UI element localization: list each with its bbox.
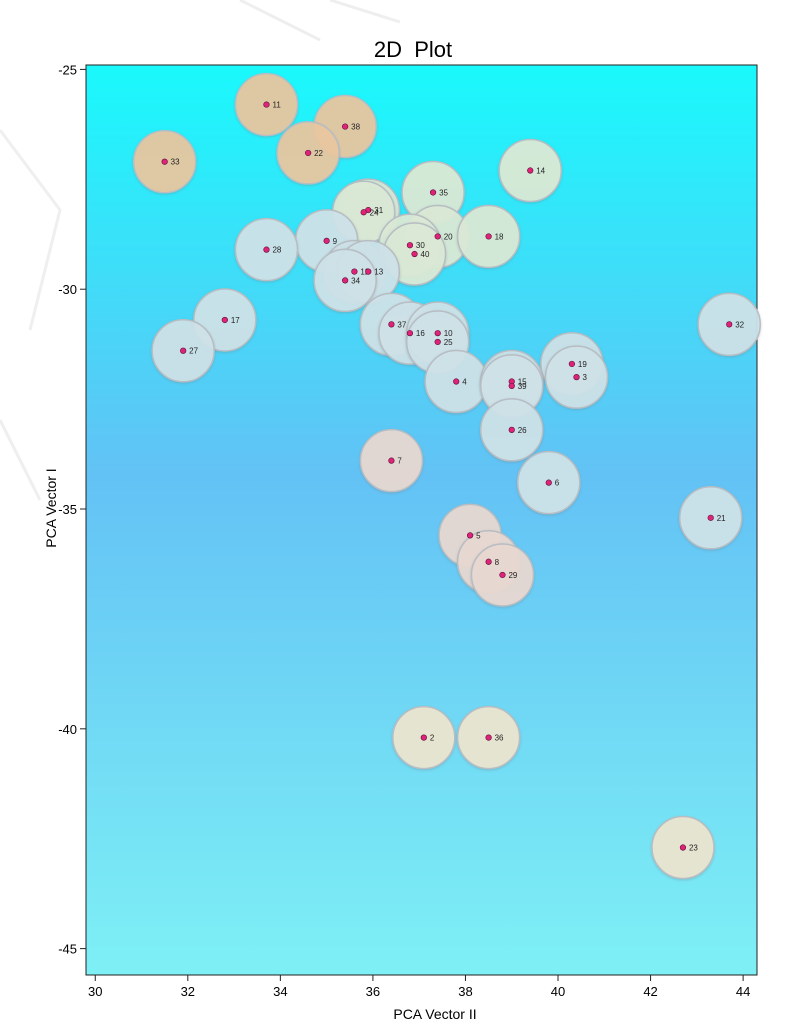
data-point[interactable] [434, 233, 441, 240]
data-point[interactable] [263, 246, 270, 253]
data-point[interactable] [485, 558, 492, 565]
data-point[interactable] [406, 242, 414, 249]
data-point-label: 8 [495, 558, 500, 567]
data-point[interactable] [545, 479, 552, 486]
data-point-label: 23 [689, 844, 698, 853]
data-point[interactable] [466, 532, 474, 539]
data-point-label: 14 [536, 167, 545, 176]
y-axis-label: PCA Vector I [43, 468, 59, 547]
data-point[interactable] [180, 347, 187, 354]
data-point-label: 28 [272, 246, 281, 255]
chart-title: 2D Plot [374, 37, 452, 62]
data-point-label: 4 [462, 378, 467, 387]
x-tick-label: 42 [643, 984, 657, 999]
data-point-label: 37 [397, 320, 406, 329]
data-point-label: 27 [189, 347, 198, 356]
data-point-label: 9 [333, 237, 338, 246]
x-tick-label: 34 [273, 984, 287, 999]
y-tick-label: -25 [58, 62, 77, 77]
x-tick-label: 36 [366, 984, 380, 999]
data-point-label: 25 [444, 338, 453, 347]
data-point[interactable] [707, 514, 714, 521]
data-point[interactable] [365, 268, 372, 275]
data-point-label: 11 [272, 101, 281, 110]
data-point-label: 20 [444, 232, 453, 241]
data-point[interactable] [221, 316, 228, 324]
data-point-label: 3 [583, 373, 588, 382]
data-point-label: 7 [397, 457, 402, 466]
data-point-label: 19 [578, 360, 587, 369]
data-point-label: 26 [518, 426, 527, 435]
data-point-label: 40 [421, 250, 430, 259]
x-tick-label: 44 [736, 984, 750, 999]
data-point[interactable] [323, 237, 330, 244]
data-point-label: 13 [374, 268, 383, 277]
data-point-label: 38 [351, 123, 360, 132]
data-point-label: 16 [416, 329, 425, 338]
data-point-label: 33 [171, 158, 180, 167]
data-point[interactable] [342, 123, 349, 130]
data-point[interactable] [388, 321, 395, 328]
data-point[interactable] [726, 321, 733, 328]
data-point[interactable] [411, 250, 418, 258]
y-tick-label: -30 [58, 282, 77, 297]
data-point-label: 30 [416, 241, 425, 250]
axes: 30 32 34 36 38 40 42 44-25-30-35-40-45 [58, 62, 750, 999]
data-point-label: 34 [351, 276, 360, 285]
data-point[interactable] [342, 277, 349, 284]
data-point-label: 17 [231, 316, 240, 325]
data-point-label: 2 [430, 734, 435, 743]
data-point[interactable] [568, 360, 575, 368]
y-tick-label: -45 [58, 942, 77, 957]
data-point[interactable] [527, 167, 534, 174]
x-tick-label: 30 [88, 984, 102, 999]
data-point[interactable] [573, 374, 580, 381]
data-point[interactable] [263, 101, 270, 108]
data-point-label: 36 [495, 734, 504, 743]
watermark-decoration [0, 0, 401, 501]
data-point-label: 18 [495, 232, 504, 241]
y-tick-label: -40 [58, 722, 77, 737]
data-point[interactable] [388, 457, 395, 464]
data-point[interactable] [679, 844, 687, 851]
data-point-label: 32 [735, 320, 744, 329]
data-point-label: 31 [374, 206, 383, 215]
x-tick-label: 38 [458, 984, 472, 999]
data-point[interactable] [508, 426, 515, 433]
data-point-label: 35 [439, 188, 448, 197]
data-point-label: 6 [555, 479, 560, 488]
x-tick-label: 32 [181, 984, 195, 999]
data-point[interactable] [499, 571, 506, 579]
x-axis-label: PCA Vector II [393, 1006, 476, 1022]
data-point[interactable] [406, 330, 414, 337]
data-point[interactable] [161, 158, 168, 165]
data-point[interactable] [305, 149, 312, 157]
data-point[interactable] [434, 330, 441, 337]
x-tick-label: 40 [551, 984, 565, 999]
data-point[interactable] [453, 378, 460, 385]
data-point-label: 12 [360, 268, 369, 277]
data-point[interactable] [434, 338, 441, 346]
data-point-label: 22 [314, 149, 323, 158]
data-point[interactable] [429, 189, 437, 196]
data-point-label: 24 [370, 208, 379, 217]
data-point[interactable] [420, 734, 427, 741]
data-point-label: 5 [476, 531, 481, 540]
data-point-label: 39 [518, 382, 527, 391]
data-point[interactable] [485, 734, 492, 741]
data-point[interactable] [508, 382, 515, 390]
data-point-label: 10 [444, 329, 453, 338]
data-point-label: 15 [518, 378, 527, 387]
data-point[interactable] [485, 233, 492, 240]
data-point[interactable] [360, 209, 367, 216]
data-point-label: 21 [717, 514, 726, 523]
y-tick-label: -35 [58, 502, 77, 517]
data-point-label: 29 [508, 571, 517, 580]
data-point[interactable] [351, 268, 358, 275]
